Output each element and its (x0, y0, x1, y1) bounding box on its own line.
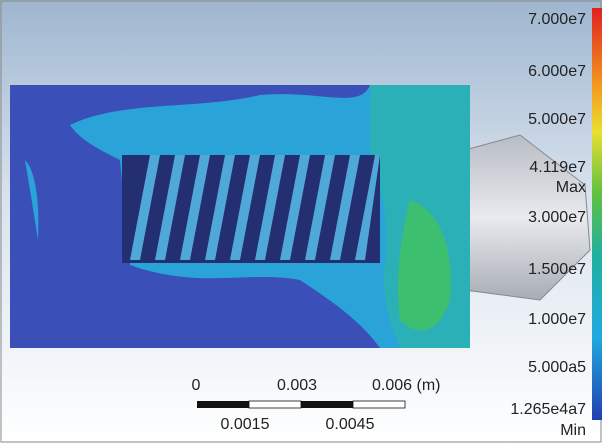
legend-label: 1.265e4a7 (510, 401, 586, 418)
legend-min-tag: Min (560, 422, 586, 439)
scale-label: 0.0045 (326, 416, 375, 433)
scale-label: 0.0015 (221, 416, 270, 433)
scale-label: 0 (192, 377, 201, 394)
legend-max-tag: Max (556, 179, 586, 196)
scale-segment (249, 401, 301, 408)
legend-label: 1.500e7 (528, 261, 586, 278)
scale-label: 0.003 (277, 377, 317, 394)
legend-label: 5.000e7 (528, 111, 586, 128)
legend-label: 3.000e7 (528, 209, 586, 226)
scale-segment (197, 401, 249, 408)
page: 7.000e7 6.000e7 5.000e7 4.119e7 Max 3.00… (0, 0, 602, 443)
scale-label: 0.006 (m) (372, 377, 440, 394)
legend-label: 4.119e7 (529, 159, 586, 176)
scale-segment (301, 401, 353, 408)
legend-label: 5.000a5 (528, 359, 586, 376)
legend-label: 7.000e7 (528, 11, 586, 28)
legend-label: 6.000e7 (528, 63, 586, 80)
viewport: 7.000e7 6.000e7 5.000e7 4.119e7 Max 3.00… (0, 0, 602, 443)
scale-segment (353, 401, 405, 408)
colorbar (592, 8, 602, 420)
legend-label: 1.000e7 (528, 311, 586, 328)
